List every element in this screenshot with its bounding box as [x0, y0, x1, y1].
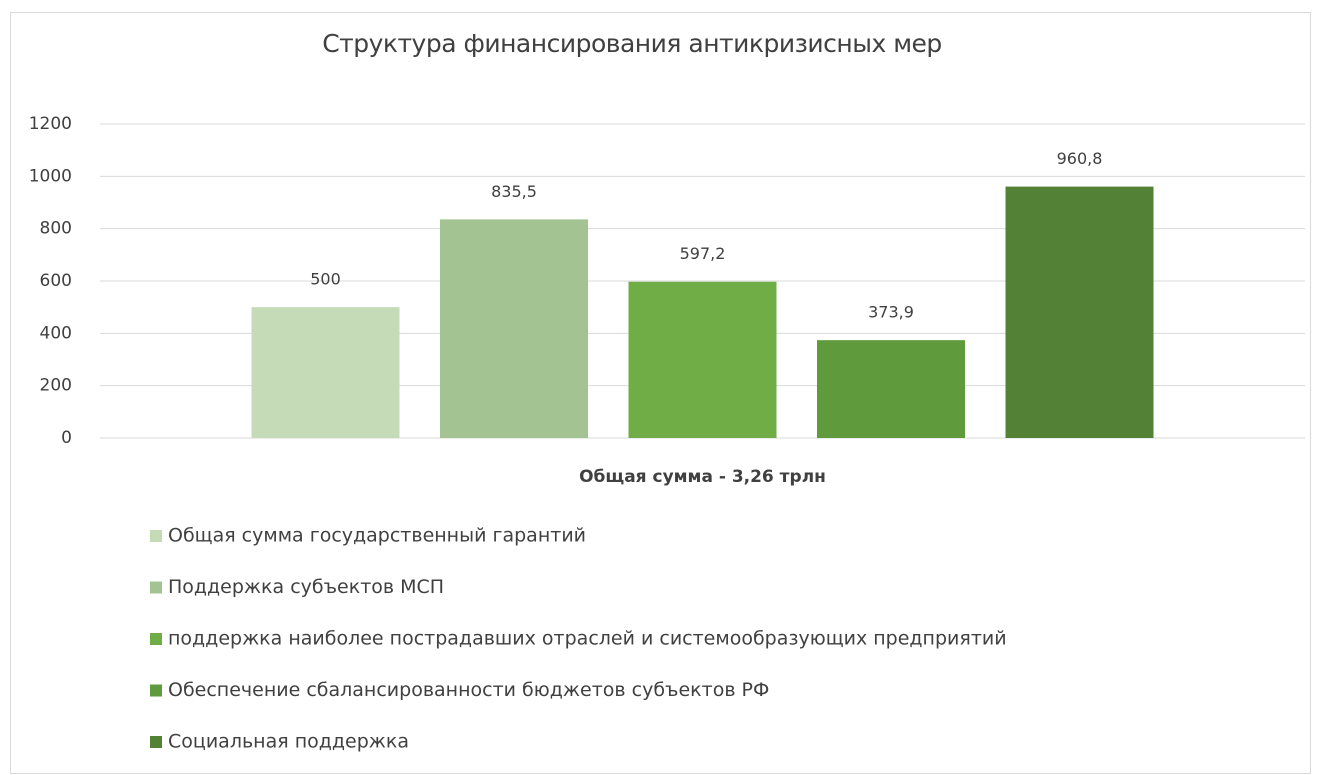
- bar: [251, 307, 400, 438]
- y-tick-label: 1200: [29, 114, 72, 134]
- legend-swatch: [150, 581, 162, 594]
- data-label: 373,9: [868, 303, 914, 322]
- y-tick-label: 200: [40, 376, 72, 396]
- legend-label: Обеспечение сбалансированности бюджетов …: [168, 679, 769, 701]
- data-label: 835,5: [491, 182, 537, 201]
- y-tick-label: 400: [40, 323, 72, 343]
- y-tick-label: 1000: [29, 166, 72, 186]
- legend-label: поддержка наиболее пострадавших отраслей…: [168, 628, 1007, 650]
- legend-swatch: [150, 736, 162, 748]
- bar: [440, 219, 588, 438]
- legend-swatch: [150, 684, 162, 697]
- data-label: 960,8: [1057, 149, 1103, 168]
- x-tick-label: Общая сумма - 3,26 трлн: [579, 467, 826, 487]
- legend-swatch: [150, 633, 162, 645]
- legend-label: Общая сумма государственный гарантий: [168, 525, 586, 547]
- bar: [817, 340, 965, 438]
- legend-label: Поддержка субъектов МСП: [168, 576, 444, 598]
- chart-title: Структура финансирования антикризисных м…: [322, 29, 942, 58]
- bar: [628, 281, 777, 438]
- y-tick-label: 600: [40, 271, 72, 291]
- y-tick-label: 0: [61, 428, 72, 448]
- y-tick-label: 800: [40, 219, 72, 239]
- data-label: 597,2: [680, 244, 726, 263]
- data-label: 500: [310, 270, 341, 289]
- legend-label: Социальная поддержка: [168, 731, 409, 753]
- legend-swatch: [150, 530, 162, 542]
- bar: [1005, 186, 1154, 438]
